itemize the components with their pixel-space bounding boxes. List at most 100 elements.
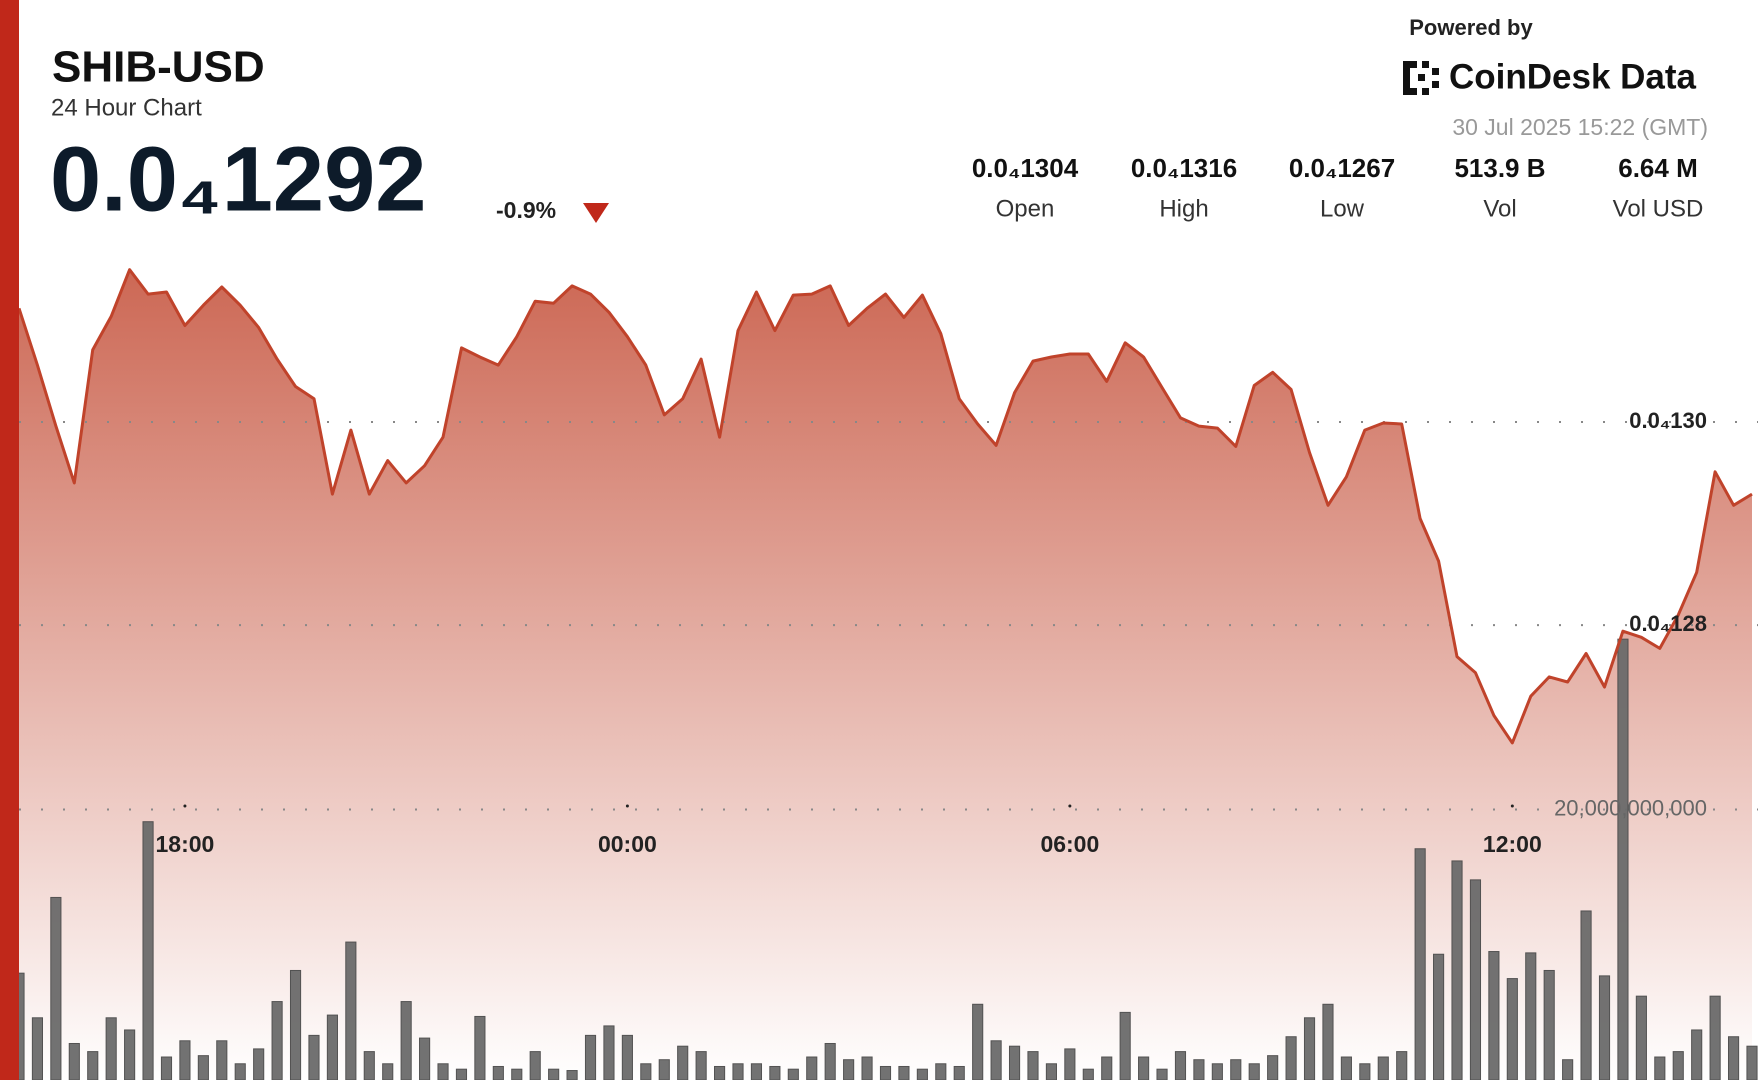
volume-bar — [1211, 1063, 1223, 1080]
volume-bar — [566, 1070, 578, 1080]
volume-bar — [1543, 969, 1555, 1080]
volume-bar — [806, 1056, 818, 1080]
volume-bar — [1525, 952, 1537, 1080]
subtitle: 24 Hour Chart — [51, 94, 202, 121]
stat-label: Low — [1320, 195, 1365, 222]
accent-bar — [0, 0, 19, 1080]
x-tick-label: 12:00 — [1483, 831, 1542, 857]
volume-bar — [50, 896, 62, 1080]
price-line — [17, 268, 1753, 745]
volume-bar — [253, 1048, 265, 1080]
volume-bar — [714, 1065, 726, 1080]
volume-bar — [898, 1065, 910, 1080]
volume-bar — [1174, 1051, 1187, 1080]
volume-bar — [179, 1040, 191, 1080]
volume-bar — [1488, 951, 1500, 1080]
volume-bar — [824, 1042, 836, 1080]
volume-bar — [1506, 978, 1518, 1080]
volume-bar — [1396, 1051, 1408, 1080]
x-tick-dot — [1510, 804, 1514, 808]
volume-bar — [861, 1056, 873, 1080]
volume-bar — [382, 1063, 394, 1080]
volume-bar — [787, 1068, 799, 1080]
volume-bar — [363, 1051, 375, 1080]
price-area — [19, 269, 1752, 1080]
volume-bar — [1709, 995, 1721, 1080]
y-tick-label: 0.0₄128 — [1629, 611, 1707, 636]
volume-bar — [1101, 1056, 1113, 1080]
volume-bar — [1580, 910, 1592, 1080]
volume-bar — [1193, 1059, 1205, 1080]
volume-bar — [769, 1065, 781, 1080]
volume-bar — [400, 1001, 412, 1080]
stats: 0.0₄1304 Open 0.0₄1316 High 0.0₄1267 Low 513.9… — [972, 153, 1704, 222]
x-tick-label: 06:00 — [1040, 831, 1099, 857]
volume-bar — [31, 1017, 44, 1080]
volume-bar — [87, 1051, 99, 1080]
change: -0.9% — [496, 197, 556, 223]
stat-value: 0.0₄1304 — [972, 153, 1079, 183]
label-layer: 0.0₄130 0.0₄128 20,000,000,000 18:00 00:00 06… — [156, 408, 1707, 857]
volume-bar — [1414, 848, 1426, 1080]
down-arrow — [583, 203, 609, 223]
volume-bar — [1119, 1011, 1131, 1080]
volume-bar — [529, 1051, 541, 1080]
volume-bar — [603, 1025, 615, 1080]
volume-bar — [584, 1034, 597, 1080]
volume-bar — [640, 1063, 652, 1080]
volume-bar — [843, 1059, 855, 1080]
x-tick-dot — [183, 804, 187, 808]
volume-bar — [1285, 1036, 1297, 1080]
volume-bar — [935, 1063, 947, 1080]
line-layer — [17, 268, 1753, 745]
y-tick-label: 20,000,000,000 — [1554, 795, 1707, 820]
volume-bar — [1008, 1045, 1021, 1080]
volume-bar — [1433, 953, 1445, 1080]
volume-bar — [658, 1059, 670, 1080]
date: 30 Jul 2025 15:22 (GMT) — [1452, 114, 1708, 140]
volume-bar — [548, 1068, 560, 1080]
volume-bar — [197, 1055, 209, 1080]
volume-bar — [142, 821, 154, 1080]
volume-bar — [1562, 1059, 1574, 1080]
volume-bar — [990, 1040, 1002, 1080]
volume-bar — [234, 1063, 246, 1080]
volume-bar — [1156, 1068, 1168, 1080]
volume-bar — [1654, 1056, 1666, 1080]
volume-bar — [1248, 1063, 1260, 1080]
volume-bar — [345, 941, 357, 1080]
volume-bar — [419, 1037, 431, 1080]
powered-by: Powered by — [1409, 15, 1533, 40]
volume-bar — [1359, 1063, 1371, 1080]
volume-layer — [13, 638, 1758, 1080]
volume-bar — [621, 1034, 633, 1080]
stat-label: Vol — [1483, 195, 1516, 222]
volume-bar — [732, 1063, 744, 1080]
volume-bar — [1727, 1036, 1740, 1080]
volume-bar — [972, 1003, 984, 1080]
volume-bar — [474, 1015, 486, 1080]
volume-bar — [677, 1045, 689, 1080]
volume-bar — [1377, 1056, 1389, 1080]
volume-bar — [953, 1065, 965, 1080]
volume-bar — [916, 1068, 928, 1080]
volume-bar — [1635, 995, 1647, 1080]
x-tick-dot — [625, 804, 629, 808]
volume-bar — [879, 1065, 892, 1080]
brand-logo — [1403, 61, 1439, 95]
volume-bar — [1082, 1068, 1094, 1080]
price: 0.0₄1292 — [50, 128, 426, 230]
volume-bar — [105, 1017, 117, 1080]
volume-bar — [124, 1029, 136, 1080]
volume-bar — [1064, 1048, 1076, 1080]
volume-bar — [1598, 975, 1611, 1080]
volume-bar — [160, 1056, 173, 1080]
volume-bar — [1267, 1055, 1279, 1080]
volume-bar — [308, 1034, 320, 1080]
y-tick-label: 0.0₄130 — [1629, 408, 1707, 433]
stat-value: 0.0₄1267 — [1289, 153, 1395, 183]
stat-value: 513.9 B — [1454, 153, 1545, 183]
plot-area: 0.0₄130 0.0₄128 20,000,000,000 18:00 00:00 06… — [13, 268, 1758, 1080]
